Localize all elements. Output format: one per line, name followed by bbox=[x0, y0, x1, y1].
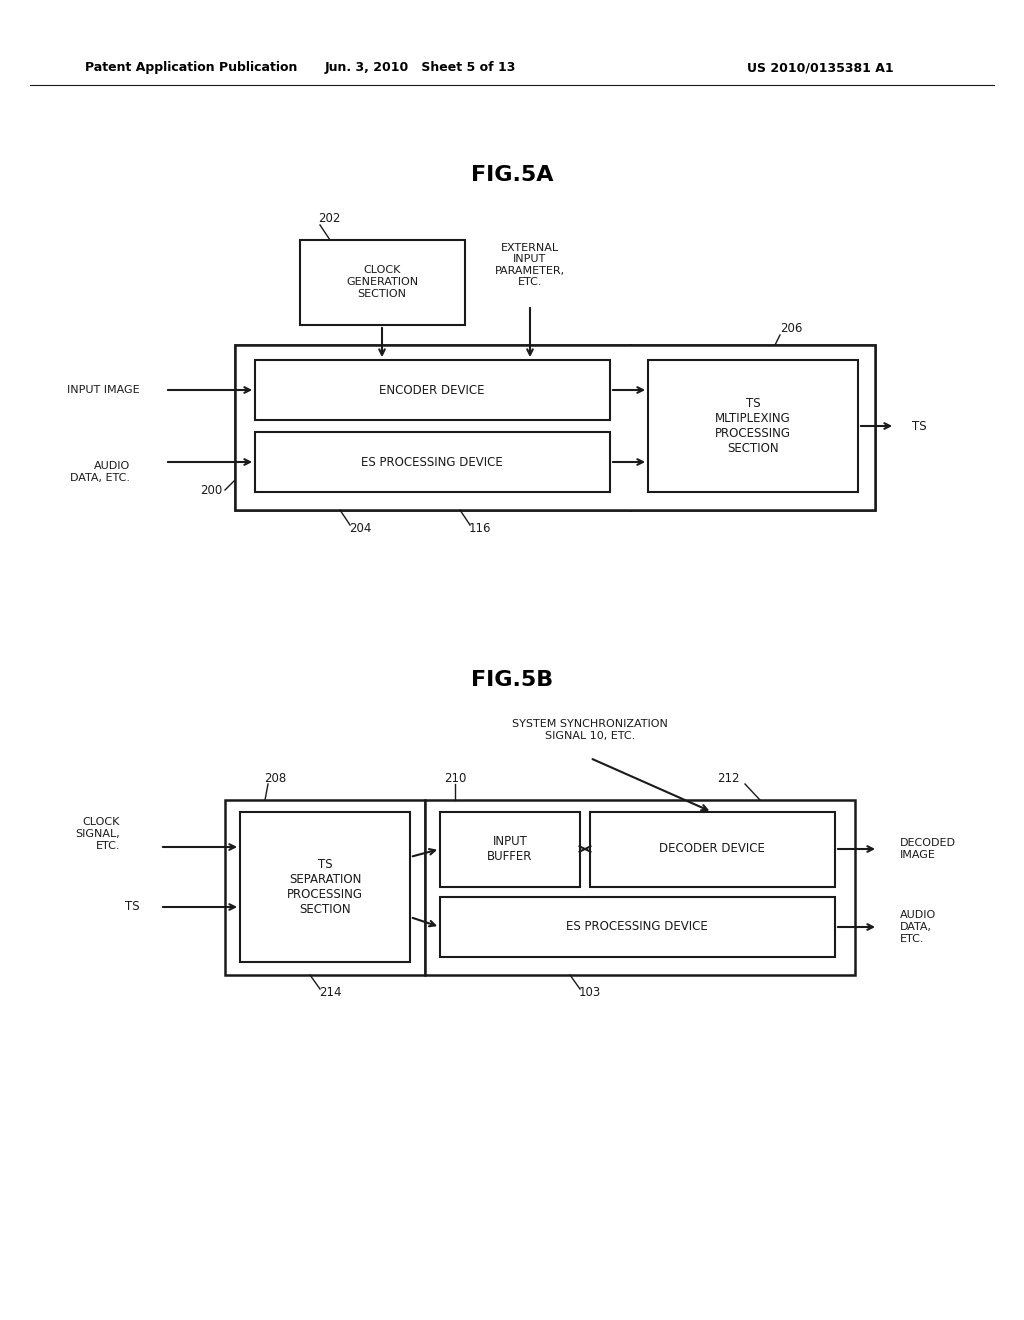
Text: Jun. 3, 2010   Sheet 5 of 13: Jun. 3, 2010 Sheet 5 of 13 bbox=[325, 62, 516, 74]
Bar bbox=[234, 345, 630, 510]
Text: ES PROCESSING DEVICE: ES PROCESSING DEVICE bbox=[566, 920, 708, 933]
Text: 210: 210 bbox=[443, 771, 466, 784]
Bar bbox=[648, 360, 858, 492]
Text: 103: 103 bbox=[579, 986, 601, 998]
Text: ES PROCESSING DEVICE: ES PROCESSING DEVICE bbox=[361, 455, 503, 469]
Bar bbox=[440, 812, 580, 887]
Text: 204: 204 bbox=[349, 521, 371, 535]
Text: FIG.5B: FIG.5B bbox=[471, 671, 553, 690]
Text: FIG.5A: FIG.5A bbox=[471, 165, 553, 185]
Text: TS: TS bbox=[125, 900, 140, 913]
Text: Patent Application Publication: Patent Application Publication bbox=[85, 62, 297, 74]
Bar bbox=[255, 360, 610, 420]
Text: DECODED
IMAGE: DECODED IMAGE bbox=[900, 838, 956, 859]
Text: 214: 214 bbox=[318, 986, 341, 998]
Text: DECODER DEVICE: DECODER DEVICE bbox=[659, 842, 765, 855]
Bar bbox=[425, 800, 855, 975]
Text: INPUT IMAGE: INPUT IMAGE bbox=[68, 385, 140, 395]
Bar bbox=[255, 432, 610, 492]
Bar bbox=[240, 812, 410, 962]
Text: 202: 202 bbox=[318, 211, 340, 224]
Bar bbox=[440, 898, 835, 957]
Bar bbox=[300, 240, 465, 325]
Text: CLOCK
SIGNAL,
ETC.: CLOCK SIGNAL, ETC. bbox=[75, 817, 120, 850]
Text: CLOCK
GENERATION
SECTION: CLOCK GENERATION SECTION bbox=[346, 265, 418, 298]
Text: ENCODER DEVICE: ENCODER DEVICE bbox=[379, 384, 484, 396]
Text: 212: 212 bbox=[718, 771, 740, 784]
Text: AUDIO
DATA,
ETC.: AUDIO DATA, ETC. bbox=[900, 911, 936, 944]
Text: 116: 116 bbox=[469, 521, 492, 535]
Bar bbox=[225, 800, 425, 975]
Text: US 2010/0135381 A1: US 2010/0135381 A1 bbox=[746, 62, 893, 74]
Text: INPUT
BUFFER: INPUT BUFFER bbox=[487, 836, 532, 863]
Text: TS
SEPARATION
PROCESSING
SECTION: TS SEPARATION PROCESSING SECTION bbox=[287, 858, 362, 916]
Text: EXTERNAL
INPUT
PARAMETER,
ETC.: EXTERNAL INPUT PARAMETER, ETC. bbox=[495, 243, 565, 288]
Text: 206: 206 bbox=[780, 322, 803, 334]
Bar bbox=[590, 812, 835, 887]
Text: SYSTEM SYNCHRONIZATION
SIGNAL 10, ETC.: SYSTEM SYNCHRONIZATION SIGNAL 10, ETC. bbox=[512, 719, 668, 741]
Text: 200: 200 bbox=[200, 483, 222, 496]
Bar bbox=[234, 345, 874, 510]
Text: 208: 208 bbox=[264, 771, 286, 784]
Bar bbox=[630, 345, 874, 510]
Text: AUDIO
DATA, ETC.: AUDIO DATA, ETC. bbox=[70, 461, 130, 483]
Text: TS
MLTIPLEXING
PROCESSING
SECTION: TS MLTIPLEXING PROCESSING SECTION bbox=[715, 397, 791, 455]
Text: TS: TS bbox=[912, 420, 927, 433]
